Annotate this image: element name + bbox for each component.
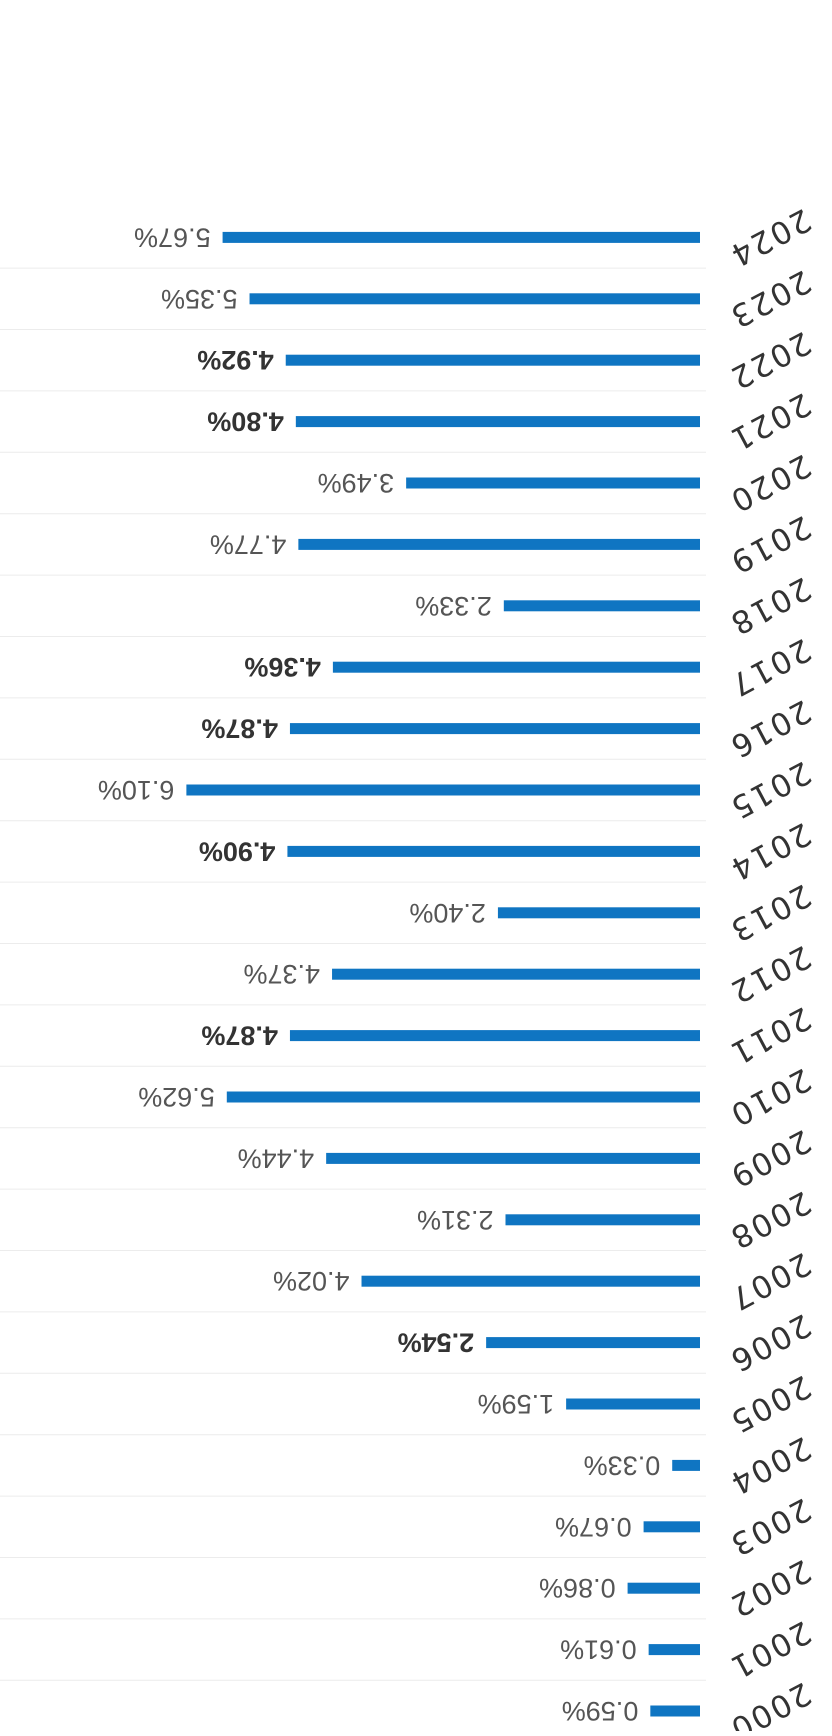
value-label-2011: 4.87%: [201, 1021, 278, 1051]
bar-2017: [332, 661, 700, 673]
tick-label-2000: 2000: [723, 1675, 817, 1731]
bar-2015: [186, 784, 700, 796]
value-label-2014: 4.90%: [199, 836, 276, 866]
value-label-2010: 5.62%: [138, 1082, 215, 1112]
value-label-2024: 5.67%: [134, 222, 211, 252]
bar-2016: [289, 723, 700, 735]
value-label-2013: 2.40%: [409, 898, 486, 928]
bar-2009: [326, 1152, 700, 1164]
tick-label-2010: 2010: [723, 1061, 817, 1134]
bar-2014: [287, 845, 700, 857]
bars: [186, 231, 700, 1717]
bar-2001: [648, 1644, 700, 1656]
tick-label-2001: 2001: [723, 1613, 817, 1686]
value-labels: 0.59% 0.61% 0.86% 0.67% 0.33% 1.59% 2.54% 4.02%…: [98, 222, 660, 1726]
bar-2005: [566, 1398, 700, 1410]
bar-2018: [503, 600, 700, 612]
tick-label-2023: 2023: [723, 263, 817, 336]
tick-label-2013: 2013: [723, 877, 817, 950]
bar-2000: [650, 1705, 700, 1717]
value-label-2004: 0.33%: [584, 1450, 661, 1480]
bar-2011: [289, 1030, 700, 1042]
value-label-2002: 0.86%: [539, 1573, 616, 1603]
value-label-2003: 0.67%: [555, 1512, 632, 1542]
gridlines: [0, 267, 706, 1681]
value-label-2023: 5.35%: [161, 284, 238, 314]
tick-label-2016: 2016: [723, 692, 817, 765]
tick-label-2003: 2003: [723, 1491, 817, 1564]
tick-label-2017: 2017: [723, 631, 817, 704]
tick-label-2012: 2012: [723, 938, 817, 1011]
bar-2003: [643, 1521, 700, 1533]
value-label-2015: 6.10%: [98, 775, 175, 805]
chart-rotated-group: 0.59% 0.61% 0.86% 0.67% 0.33% 1.59% 2.54% 4.02%…: [0, 201, 817, 1736]
value-label-2008: 2.31%: [417, 1205, 494, 1235]
tick-label-2015: 2015: [723, 754, 817, 827]
tick-label-2019: 2019: [723, 508, 817, 581]
tick-label-2018: 2018: [723, 570, 817, 643]
bar-2006: [486, 1337, 700, 1349]
bar-2007: [361, 1275, 700, 1287]
tick-label-2021: 2021: [723, 385, 817, 458]
year-tick-labels: 2000200120022003200420052006200720082009…: [723, 201, 817, 1736]
value-label-2019: 4.77%: [210, 529, 287, 559]
tick-label-2002: 2002: [723, 1552, 817, 1625]
tick-label-2004: 2004: [723, 1429, 817, 1502]
value-label-2020: 3.49%: [318, 468, 395, 498]
value-label-2000: 0.59%: [562, 1696, 639, 1726]
bar-2021: [295, 416, 700, 428]
value-label-2017: 4.36%: [244, 652, 321, 682]
bar-2012: [332, 968, 700, 980]
tick-label-2020: 2020: [723, 447, 817, 520]
value-label-2005: 1.59%: [478, 1389, 555, 1419]
value-label-2022: 4.92%: [197, 345, 274, 375]
bar-2020: [406, 477, 700, 489]
value-label-2001: 0.61%: [560, 1635, 637, 1665]
value-label-2009: 4.44%: [238, 1143, 315, 1173]
tick-label-2006: 2006: [723, 1306, 817, 1379]
bar-2023: [249, 293, 700, 305]
tick-label-2007: 2007: [723, 1245, 817, 1318]
bar-2010: [226, 1091, 700, 1103]
bar-2022: [285, 354, 700, 366]
tick-label-2022: 2022: [723, 324, 817, 397]
tick-label-2024: 2024: [723, 201, 817, 274]
bar-2024: [222, 231, 700, 243]
value-label-2012: 4.37%: [243, 959, 320, 989]
tick-label-2014: 2014: [723, 815, 817, 888]
tick-label-2005: 2005: [723, 1368, 817, 1441]
value-label-2016: 4.87%: [201, 714, 278, 744]
tick-label-2008: 2008: [723, 1184, 817, 1257]
value-label-2018: 2.33%: [415, 591, 492, 621]
bar-2002: [627, 1582, 700, 1594]
value-label-2006: 2.54%: [398, 1328, 475, 1358]
bar-2013: [497, 907, 700, 919]
value-label-2021: 4.80%: [207, 407, 284, 437]
bar-2019: [298, 538, 700, 550]
value-label-2007: 4.02%: [273, 1266, 350, 1296]
tick-label-2011: 2011: [723, 999, 817, 1072]
bar-2008: [505, 1214, 700, 1226]
tick-label-2009: 2009: [723, 1122, 817, 1195]
bar-2004: [672, 1459, 700, 1471]
